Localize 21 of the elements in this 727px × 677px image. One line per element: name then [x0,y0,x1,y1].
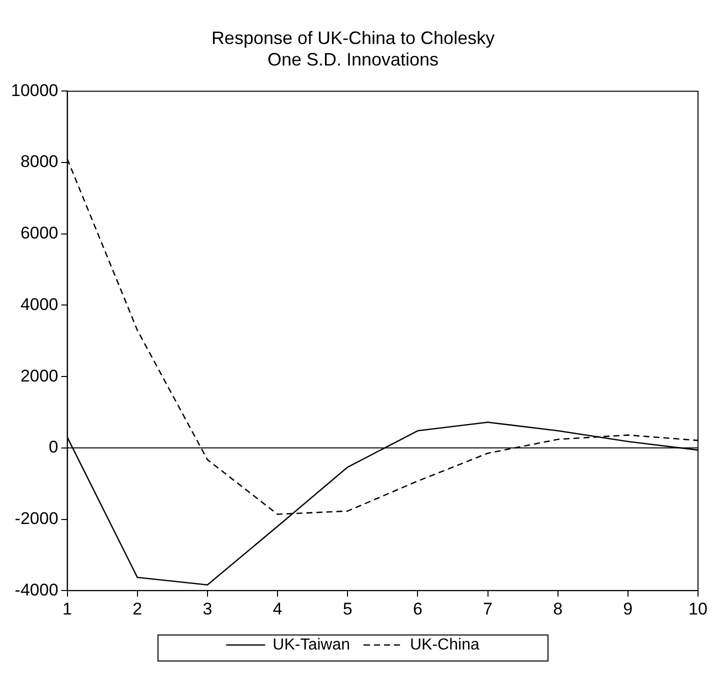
x-tick-label: 9 [623,599,633,618]
x-tick-label: 4 [272,599,282,618]
chart-title: Response of UK-China to Cholesky One S.D. Innovations [211,28,495,70]
x-tick-label: 3 [202,599,212,618]
y-tick-label: 0 [48,438,58,457]
x-tick-label: 6 [412,599,422,618]
x-tick-label: 2 [132,599,142,618]
y-tick-label: -2000 [14,508,58,528]
x-tick-label: 8 [553,599,563,618]
y-tick-label: 2000 [20,366,58,386]
y-tick-label: 4000 [20,294,58,314]
x-tick-label: 5 [342,599,352,618]
x-tick-label: 7 [483,599,492,618]
x-tick-label: 10 [688,599,708,618]
y-tick-label: 6000 [20,224,58,243]
x-tick-label: 1 [62,599,72,618]
legend-label: UK-China [410,636,480,654]
y-tick-label: 10000 [10,80,58,100]
y-tick-label: -4000 [14,580,58,600]
legend-label: UK-Taiwan [272,636,350,654]
y-tick-label: 8000 [20,152,58,172]
